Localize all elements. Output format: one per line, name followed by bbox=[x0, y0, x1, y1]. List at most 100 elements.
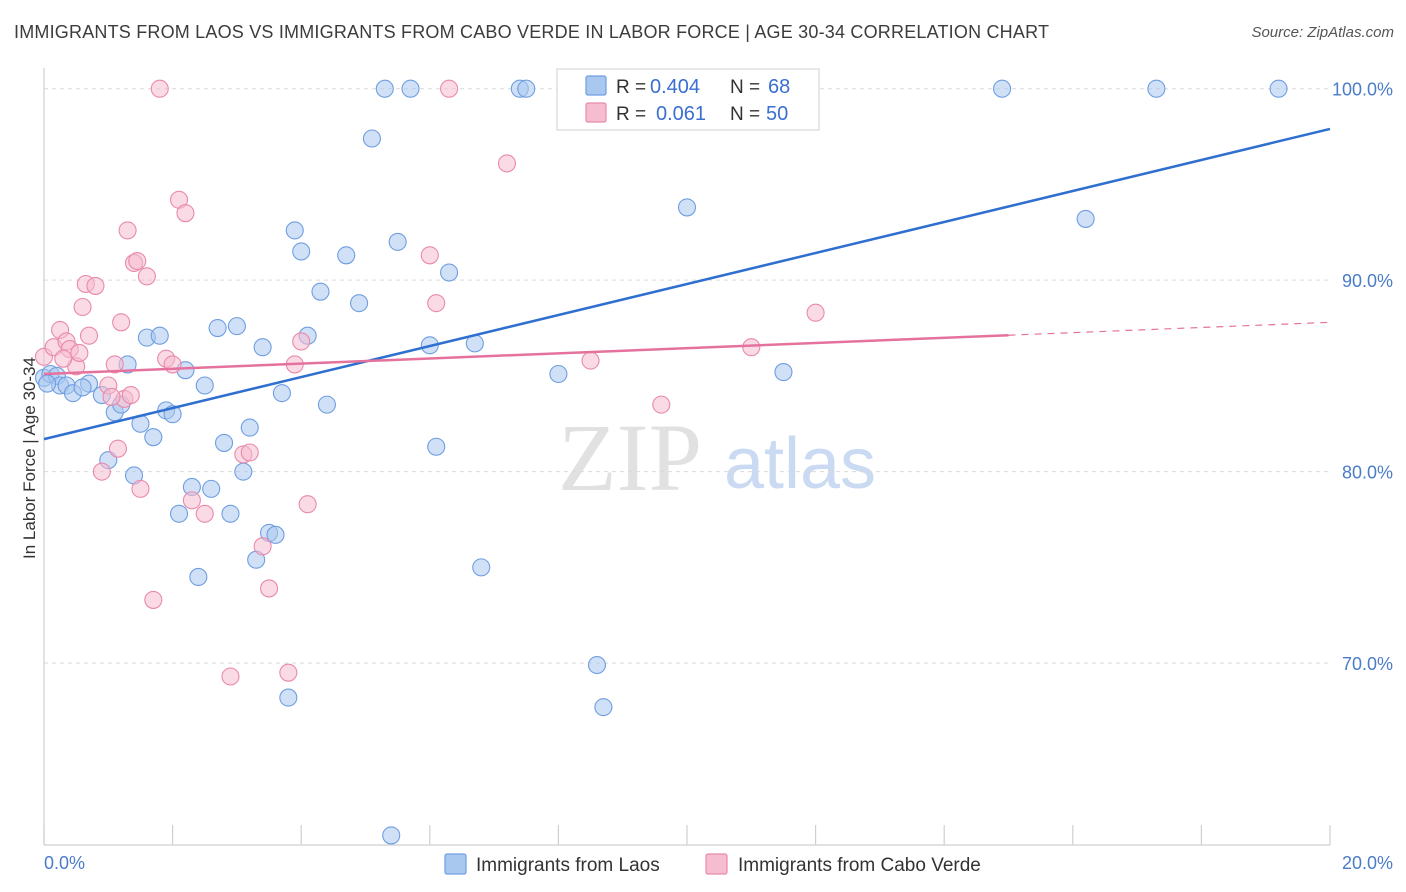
series-cabo-verde-points bbox=[34, 79, 825, 686]
cabo-verde-point bbox=[128, 251, 147, 271]
legend-n-label: N = bbox=[730, 104, 760, 125]
laos-point bbox=[362, 129, 381, 148]
laos-point bbox=[144, 428, 163, 447]
cabo-verde-point bbox=[581, 351, 600, 370]
legend-n-value: 68 bbox=[768, 76, 790, 98]
cabo-verde-point bbox=[279, 663, 298, 682]
cabo-verde-point bbox=[79, 326, 99, 345]
legend-laos-swatch bbox=[585, 75, 607, 96]
y-tick-label: 80.0% bbox=[1342, 463, 1393, 483]
y-tick-label: 90.0% bbox=[1342, 271, 1393, 291]
laos-point bbox=[279, 688, 298, 707]
legend-box: R = 0.404 N = 68 R = 0.061 N = 50 bbox=[556, 68, 820, 131]
laos-point bbox=[1269, 79, 1288, 98]
laos-point bbox=[774, 363, 793, 382]
legend-cabo-swatch bbox=[585, 102, 607, 123]
bottom-legend: Immigrants from Laos Immigrants from Cab… bbox=[444, 853, 981, 876]
watermark-zip: ZIP bbox=[558, 404, 702, 511]
trend-lines bbox=[43, 127, 1331, 441]
cabo-verde-point bbox=[73, 297, 92, 317]
cabo-verde-point bbox=[112, 313, 131, 332]
y-tick-label: 100.0% bbox=[1332, 80, 1393, 100]
laos-point bbox=[195, 376, 214, 395]
laos-point bbox=[227, 317, 246, 336]
laos-point bbox=[221, 504, 240, 523]
x-tick-label: 0.0% bbox=[44, 853, 85, 873]
y-axis-label: In Labor Force | Age 30-34 bbox=[20, 357, 39, 559]
cabo-verde-point bbox=[195, 504, 214, 523]
laos-point bbox=[240, 418, 259, 437]
laos-point bbox=[189, 567, 208, 587]
laos-point bbox=[169, 504, 189, 523]
cabo-verde-point bbox=[163, 355, 182, 374]
laos-point bbox=[382, 826, 401, 845]
cabo-verde-trend-line bbox=[43, 333, 1009, 376]
y-tick-label: 70.0% bbox=[1342, 654, 1393, 674]
laos-point bbox=[253, 338, 272, 357]
cabo-verde-point bbox=[427, 294, 446, 313]
cabo-verde-point bbox=[806, 303, 825, 322]
axes bbox=[43, 68, 1331, 846]
laos-point bbox=[401, 79, 420, 98]
laos-point bbox=[292, 242, 311, 261]
cabo-verde-point bbox=[221, 667, 240, 686]
legend-n-label: N = bbox=[730, 77, 760, 98]
cabo-verde-point bbox=[182, 491, 201, 510]
legend-r-label: R = bbox=[616, 77, 646, 98]
cabo-verde-point bbox=[652, 395, 671, 414]
cabo-verde-point bbox=[150, 79, 169, 98]
laos-trend-line bbox=[43, 127, 1331, 441]
laos-point bbox=[1147, 79, 1166, 98]
laos-point bbox=[38, 374, 57, 393]
laos-point bbox=[993, 79, 1012, 98]
cabo-verde-point bbox=[240, 443, 259, 462]
watermark-atlas: atlas bbox=[724, 424, 876, 504]
cabo-verde-point bbox=[105, 355, 124, 374]
laos-point bbox=[427, 437, 446, 456]
cabo-verde-point bbox=[253, 537, 272, 556]
laos-point bbox=[285, 221, 304, 240]
laos-point bbox=[350, 294, 369, 313]
cabo-verde-point bbox=[420, 246, 439, 265]
cabo-verde-point bbox=[108, 439, 127, 458]
legend-r-value: 0.061 bbox=[656, 103, 706, 125]
chart-title: IMMIGRANTS FROM LAOS VS IMMIGRANTS FROM … bbox=[14, 22, 1050, 42]
cabo-verde-point bbox=[497, 154, 517, 173]
cabo-verde-point bbox=[86, 276, 105, 295]
bottom-legend-laos-swatch bbox=[444, 853, 467, 875]
bottom-legend-laos-label: Immigrants from Laos bbox=[476, 855, 660, 876]
laos-point bbox=[317, 395, 336, 414]
legend-n-value: 50 bbox=[766, 103, 788, 125]
cabo-verde-point bbox=[440, 79, 459, 98]
laos-point bbox=[202, 479, 221, 498]
series-laos-points bbox=[34, 79, 1288, 845]
cabo-verde-point bbox=[137, 267, 156, 286]
laos-point bbox=[517, 79, 536, 98]
laos-point bbox=[311, 282, 330, 301]
laos-point bbox=[549, 364, 568, 384]
laos-point bbox=[472, 558, 491, 577]
cabo-verde-point bbox=[144, 590, 163, 609]
laos-point bbox=[73, 378, 92, 397]
laos-point bbox=[234, 462, 253, 481]
cabo-verde-point bbox=[176, 204, 195, 223]
cabo-verde-point bbox=[118, 221, 137, 240]
laos-point bbox=[208, 318, 227, 338]
laos-point bbox=[1076, 209, 1095, 228]
tick-labels: 70.0% 80.0% 90.0% 100.0% 0.0% 20.0% bbox=[44, 80, 1393, 873]
cabo-verde-point bbox=[92, 462, 111, 481]
laos-point bbox=[150, 326, 169, 345]
cabo-verde-point bbox=[298, 495, 317, 514]
cabo-verde-point bbox=[102, 387, 121, 407]
cabo-verde-point bbox=[742, 338, 761, 357]
bottom-legend-cabo-label: Immigrants from Cabo Verde bbox=[738, 855, 981, 876]
x-tick-label: 20.0% bbox=[1342, 853, 1393, 873]
cabo-verde-trend-extension bbox=[1008, 321, 1331, 336]
cabo-verde-point bbox=[70, 343, 89, 362]
cabo-verde-point bbox=[131, 479, 150, 498]
laos-point bbox=[214, 433, 234, 452]
cabo-verde-point bbox=[121, 386, 140, 405]
laos-point bbox=[375, 79, 394, 98]
chart-source: Source: ZipAtlas.com bbox=[1251, 24, 1394, 41]
